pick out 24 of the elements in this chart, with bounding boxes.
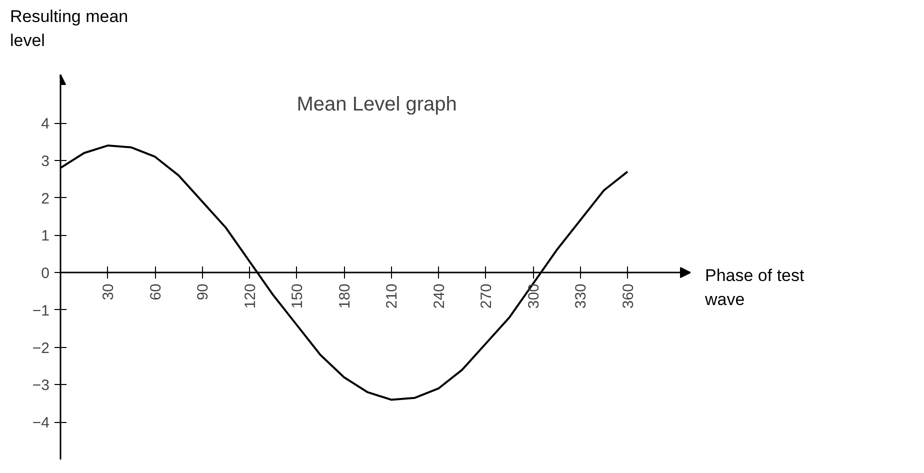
x-tick-label: 60 — [148, 283, 164, 300]
x-tick-label: 360 — [620, 283, 637, 308]
y-tick-label: −1 — [32, 302, 50, 320]
x-tick-label: 330 — [572, 283, 590, 308]
x-tick-label: 90 — [194, 283, 212, 300]
x-tick-label: 150 — [289, 283, 306, 308]
y-tick-label: −2 — [32, 339, 50, 356]
x-tick-label: 180 — [336, 283, 354, 308]
y-tick-label: 3 — [41, 152, 50, 170]
x-tick-label: 30 — [100, 283, 118, 300]
x-tick-label: 210 — [384, 283, 401, 308]
text: Mean Level graph — [296, 93, 457, 116]
x-tick-label: 270 — [478, 283, 496, 308]
x-tick-label: 120 — [242, 283, 259, 308]
y-tick-label: 2 — [41, 190, 50, 207]
y-tick-label: 4 — [41, 115, 50, 132]
x-axis-title: Phase of test wave — [705, 264, 806, 311]
y-tick-label: −3 — [32, 376, 50, 394]
y-tick-label: 1 — [41, 227, 50, 244]
y-axis-title: Resulting mean level — [10, 6, 130, 52]
x-tick-label: 240 — [431, 283, 448, 308]
x-tick-label: 300 — [526, 283, 542, 308]
y-tick-label: 0 — [41, 264, 50, 282]
y-tick-label: −4 — [32, 414, 50, 432]
